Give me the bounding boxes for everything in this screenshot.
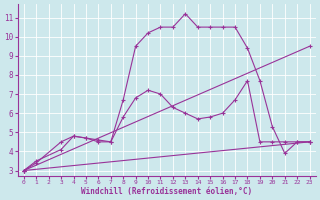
X-axis label: Windchill (Refroidissement éolien,°C): Windchill (Refroidissement éolien,°C) bbox=[81, 187, 252, 196]
